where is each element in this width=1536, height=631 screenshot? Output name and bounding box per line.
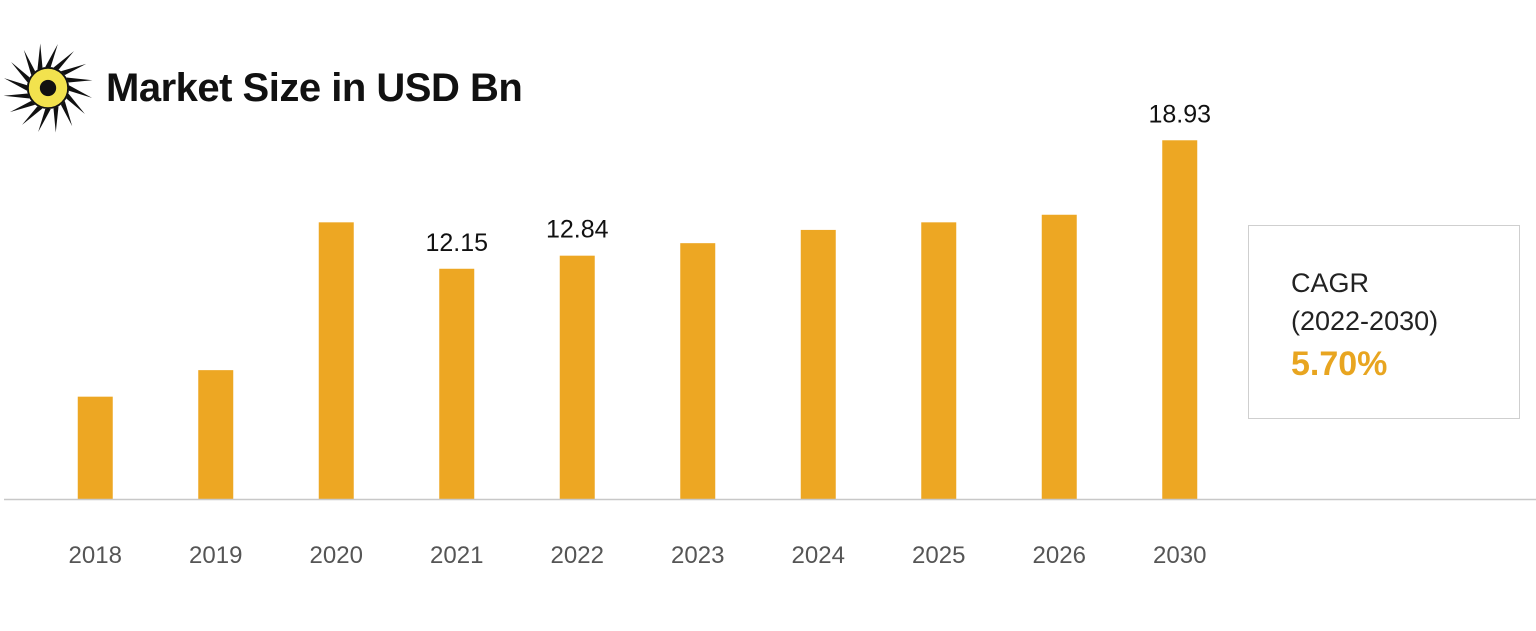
x-tick-label-2024: 2024 [792,542,845,569]
sun-ray [66,93,85,114]
cagr-label-line2: (2022-2030) [1291,306,1439,336]
sun-ray [60,100,73,127]
x-tick-label-2025: 2025 [912,542,965,569]
sun-ray [53,106,59,133]
bar-2026 [1041,214,1077,499]
sun-ray [37,43,43,70]
x-tick-labels: 2018 2019 2020 2021 2022 2023 2024 2025 2026 2030 [69,542,1207,569]
x-tick-label-2019: 2019 [189,542,242,569]
sun-ray [3,93,30,99]
data-label-2021: 12.15 [425,229,488,257]
bar-2022 [559,255,595,499]
sun-ray [22,106,43,125]
x-tick-label-2026: 2026 [1033,542,1086,569]
x-tick-label-2021: 2021 [430,542,483,569]
cagr-value: 5.70% [1291,345,1388,383]
data-labels: 12.15 12.84 18.93 [425,100,1211,256]
data-label-2030: 18.93 [1148,100,1211,128]
sun-ray [53,51,74,70]
sun-ray [3,78,28,91]
x-tick-label-2022: 2022 [551,542,604,569]
sun-ray [60,63,87,76]
bar-2019 [198,370,234,499]
bar-2018 [77,396,113,499]
bars-group [77,140,1198,500]
sun-ray [11,62,30,83]
sun-icon [3,43,93,133]
sun-ray [66,77,93,83]
x-tick-label-2030: 2030 [1153,542,1206,569]
chart-title: Market Size in USD Bn [106,65,523,110]
bar-2023 [680,243,716,499]
cagr-label: CAGR (2022-2030) [1291,264,1438,340]
sun-ray [9,100,36,113]
cagr-label-line1: CAGR [1291,268,1370,298]
bar-2025 [921,222,957,499]
chart-header: Market Size in USD Bn [0,38,523,138]
x-tick-label-2018: 2018 [69,542,122,569]
x-tick-label-2020: 2020 [310,542,363,569]
sun-ray [38,108,51,133]
sun-ray [68,85,93,98]
bar-2030 [1162,140,1198,500]
data-label-2022: 12.84 [546,216,609,244]
sun-ray [23,49,36,76]
bar-2024 [800,229,836,499]
x-tick-label-2023: 2023 [671,542,724,569]
bar-2021 [439,268,475,499]
sun-ray [45,43,58,68]
bar-2020 [318,222,354,499]
cagr-box: CAGR (2022-2030) 5.70% [1248,225,1520,419]
